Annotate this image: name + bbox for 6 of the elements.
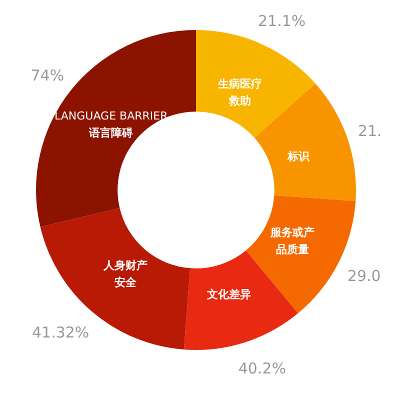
annotation: 21.1%	[258, 12, 306, 30]
annotation: 74%	[30, 66, 64, 85]
annotation: 41.32%	[32, 323, 90, 342]
annotation: 40.2%	[238, 359, 286, 378]
annotation: 29.0	[347, 266, 381, 285]
annotation: 21.	[358, 122, 382, 140]
